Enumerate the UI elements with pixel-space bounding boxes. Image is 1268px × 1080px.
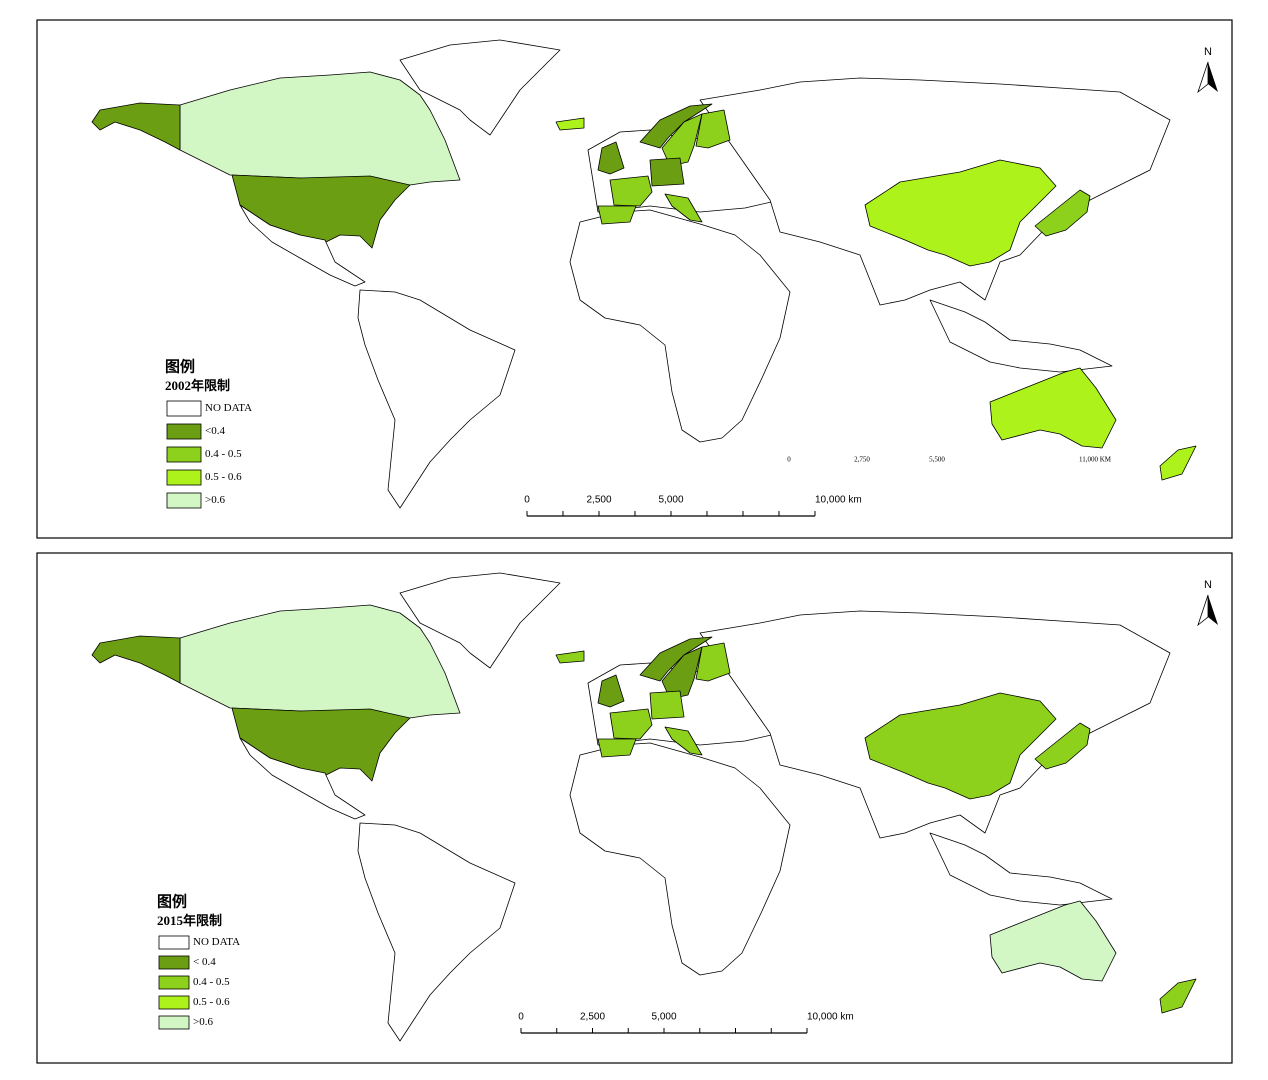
country-australia [989, 900, 1117, 982]
legend-label: >0.6 [193, 1016, 213, 1028]
country-spain [597, 205, 637, 225]
country-new-zealand [1159, 978, 1197, 1014]
legend-label: >0.6 [205, 494, 225, 506]
country-japan [1034, 722, 1091, 770]
country-japan [1034, 189, 1091, 237]
country-alaska [91, 635, 181, 684]
north-label: N [1204, 579, 1212, 591]
legend-label: 0.5 - 0.6 [193, 996, 230, 1008]
country-uk [597, 141, 625, 175]
country-south-america [357, 822, 516, 1042]
legend-swatch [166, 400, 202, 417]
country-africa [569, 209, 791, 443]
legend: 图例 2002年限制 NO DATA <0.4 0.4 - 0.5 0.5 - 0.6 >0… [165, 357, 252, 509]
legend-swatch [158, 995, 190, 1010]
country-finland [695, 642, 731, 682]
legend-swatch [166, 469, 202, 486]
country-australia [989, 367, 1117, 449]
legend-label: 0.4 - 0.5 [193, 976, 230, 988]
legend-title: 图例 [157, 892, 187, 910]
legend: 图例 2015年限制 NO DATA < 0.4 0.4 - 0.5 0.5 - 0.6 >… [157, 892, 240, 1030]
country-alaska [91, 102, 181, 151]
country-iceland [555, 117, 585, 131]
country-germany [649, 157, 685, 187]
country-iceland [555, 650, 585, 664]
north-label: N [1204, 46, 1212, 58]
country-finland [695, 109, 731, 149]
country-africa [569, 742, 791, 976]
scale-label-secondary: 0 [787, 456, 791, 464]
country-italy [664, 193, 703, 223]
legend-label: NO DATA [193, 936, 240, 948]
country-central-america [239, 737, 366, 820]
scale-label: 2,500 [586, 495, 611, 506]
country-norway [639, 103, 713, 149]
country-southeast-asia [929, 299, 1113, 373]
scale-label-secondary: 5,500 [929, 456, 945, 464]
legend-title: 图例 [165, 357, 195, 375]
country-germany [649, 690, 685, 720]
country-italy [664, 726, 703, 756]
scale-label: 0 [518, 1012, 524, 1023]
scale-label-secondary: 11,000 KM [1079, 456, 1112, 464]
legend-label: < 0.4 [193, 956, 216, 968]
legend-subtitle: 2015年限制 [157, 913, 222, 928]
country-uk [597, 674, 625, 708]
scale-label: 10,000 km [815, 495, 862, 506]
north-arrow [1208, 595, 1218, 625]
country-southeast-asia [929, 832, 1113, 906]
map-panel: 图例 2015年限制 NO DATA < 0.4 0.4 - 0.5 0.5 - 0.6 >… [91, 572, 1218, 1042]
country-norway [639, 636, 713, 682]
legend-label: 0.4 - 0.5 [205, 448, 242, 460]
scale-label: 5,000 [651, 1012, 676, 1023]
country-central-america [239, 204, 366, 287]
legend-swatch [158, 955, 190, 970]
country-new-zealand [1159, 445, 1197, 481]
scale-label: 2,500 [580, 1012, 605, 1023]
legend-swatch [166, 492, 202, 509]
north-arrow [1197, 61, 1209, 94]
legend-swatch [158, 975, 190, 990]
country-greenland [399, 572, 561, 669]
scale-label: 0 [524, 495, 530, 506]
legend-swatch [166, 446, 202, 463]
legend-swatch [166, 423, 202, 440]
legend-label: NO DATA [205, 402, 252, 414]
country-china [864, 159, 1057, 267]
scale-label: 5,000 [658, 495, 683, 506]
legend-swatch [158, 1015, 190, 1030]
scale-label: 10,000 km [807, 1012, 854, 1023]
country-china [864, 692, 1057, 800]
north-arrow [1208, 62, 1218, 92]
legend-label: 0.5 - 0.6 [205, 471, 242, 483]
country-spain [597, 738, 637, 758]
legend-subtitle: 2002年限制 [165, 378, 230, 393]
legend-label: <0.4 [205, 425, 225, 437]
map-panel: 图例 2002年限制 NO DATA <0.4 0.4 - 0.5 0.5 - 0.6 >0… [91, 39, 1218, 517]
country-south-america [357, 289, 516, 509]
north-arrow [1197, 594, 1209, 627]
scale-label-secondary: 2,750 [854, 456, 870, 464]
country-france [609, 175, 653, 207]
country-france [609, 708, 653, 740]
legend-swatch [158, 935, 190, 950]
country-greenland [399, 39, 561, 136]
